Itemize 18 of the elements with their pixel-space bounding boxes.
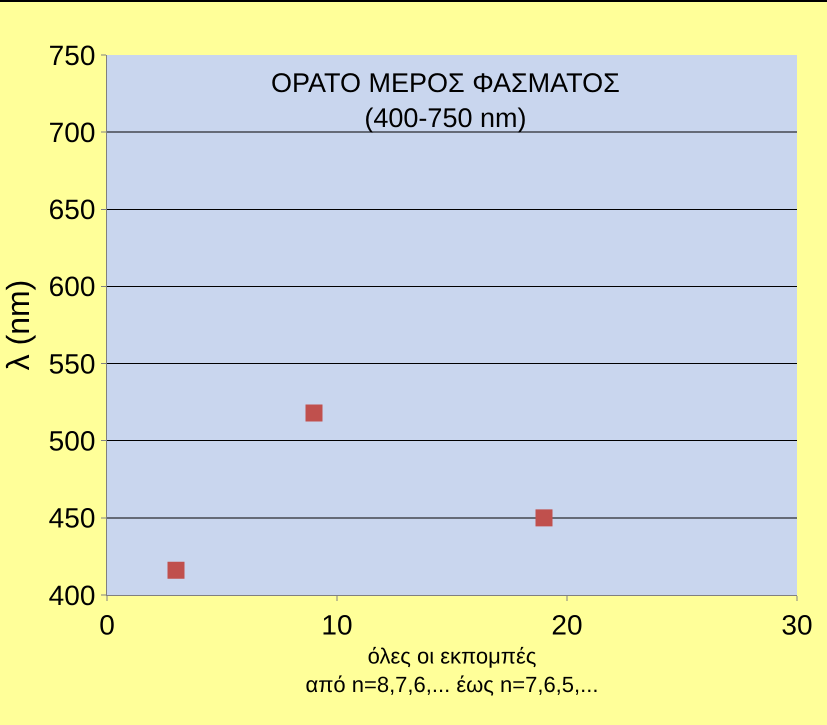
y-tick-label: 750 <box>48 40 96 71</box>
y-tick-label: 600 <box>48 271 96 302</box>
annotation: ΟΡΑΤΟ ΜΕΡΟΣ ΦΑΣΜΑΤΟΣ (400-750 nm) <box>271 68 620 134</box>
x-tick-label: 0 <box>99 610 115 641</box>
y-tick-label: 400 <box>48 580 96 611</box>
point <box>306 404 322 422</box>
y-tick-label: 700 <box>48 116 96 148</box>
x-tick-label: 10 <box>321 610 353 641</box>
x-tick-label: 30 <box>781 610 813 641</box>
y-axis-title: λ (nm) <box>0 280 36 370</box>
point <box>168 562 184 579</box>
y-tick-label: 450 <box>48 502 96 534</box>
y-tick-label: 550 <box>48 348 96 380</box>
x-tick-label: 20 <box>551 610 583 641</box>
y-tick-label: 500 <box>48 426 96 457</box>
x-axis-title: όλες οι εκπομπές από n=8,7,6,... έως n=7,6,5,... <box>306 644 598 698</box>
point <box>536 509 552 526</box>
y-tick-label: 650 <box>48 194 96 226</box>
